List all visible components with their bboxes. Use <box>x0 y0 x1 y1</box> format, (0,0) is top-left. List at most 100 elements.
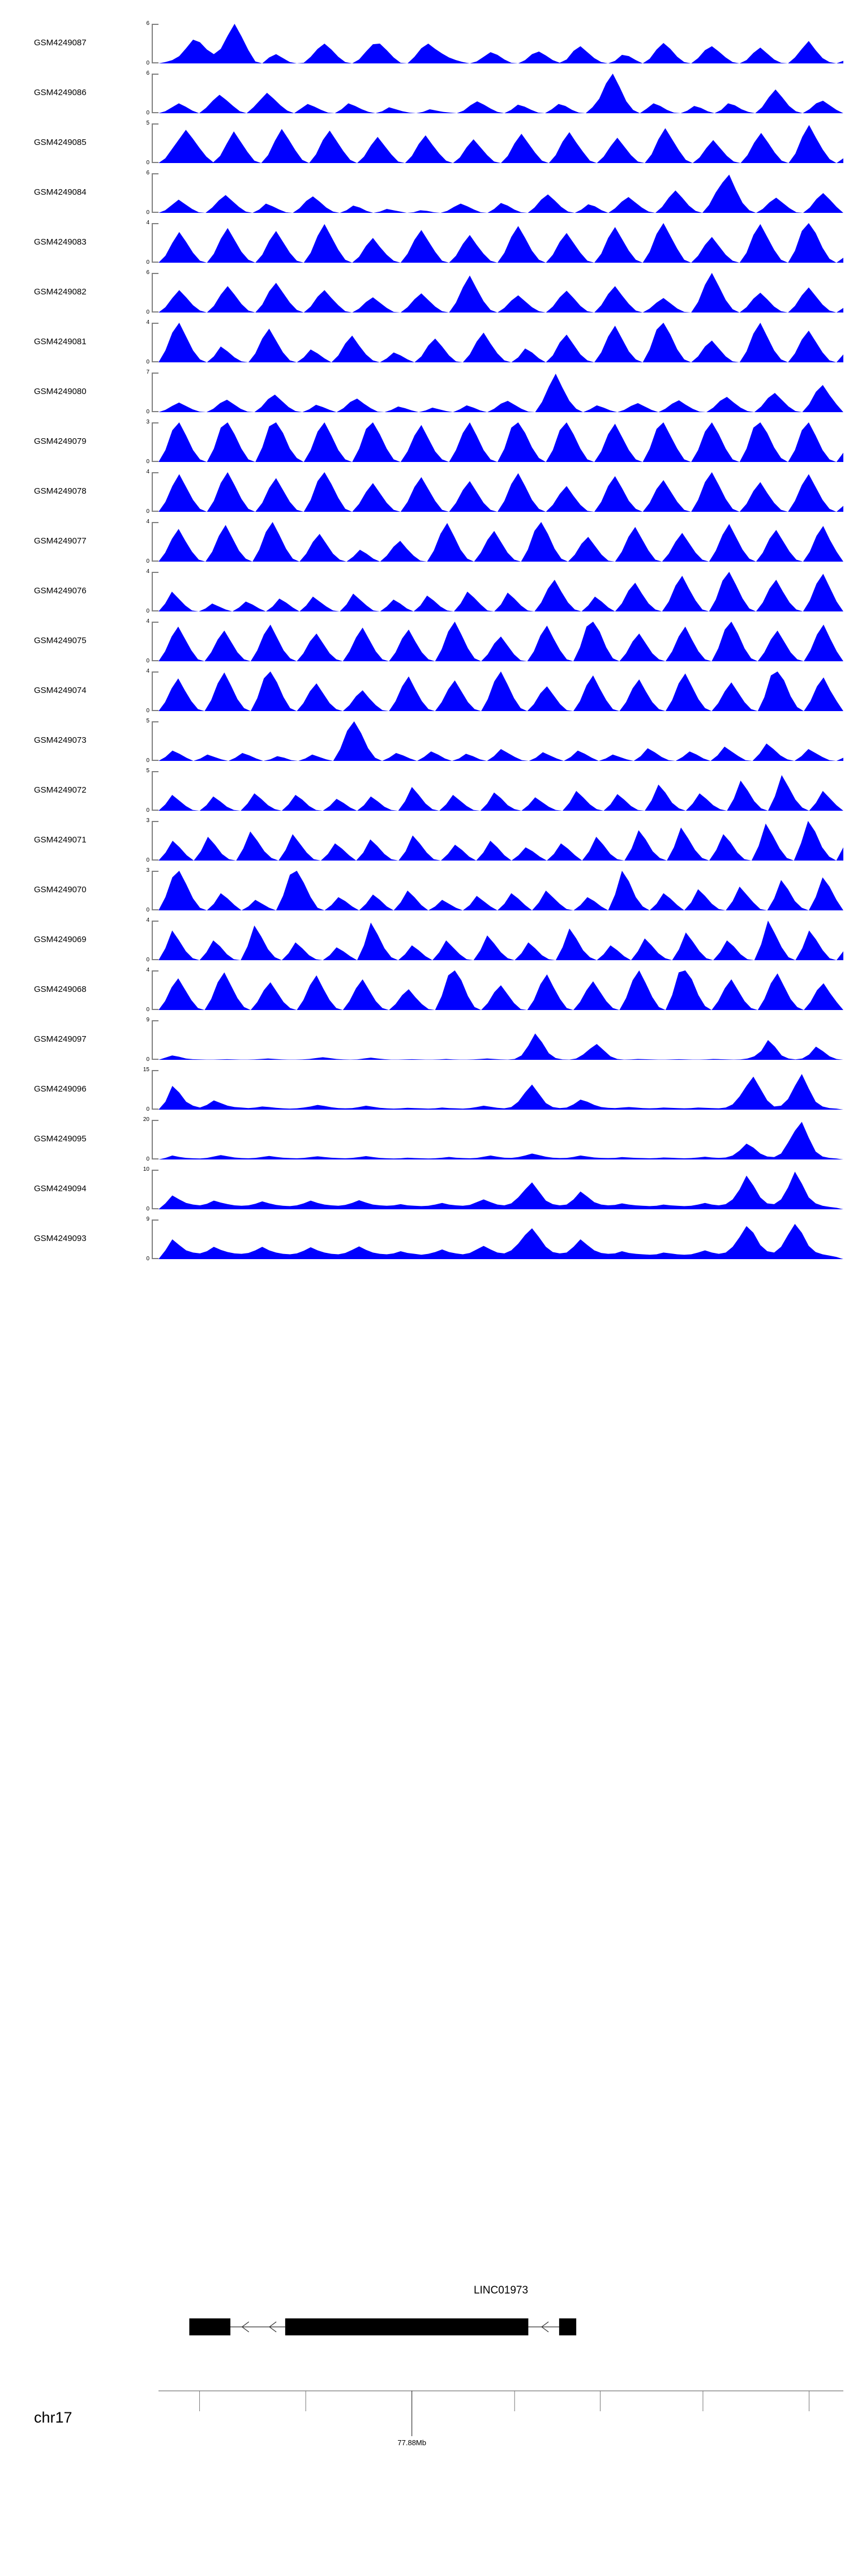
y-axis-min-label: 0 <box>146 957 149 963</box>
y-axis-min-label: 0 <box>146 309 149 315</box>
y-axis-spine <box>152 123 153 163</box>
track-sample-label: GSM4249085 <box>34 138 87 147</box>
y-axis-tick-min <box>152 859 158 861</box>
y-axis-spine <box>152 373 153 412</box>
y-axis-tick-min <box>152 311 158 313</box>
y-axis-min-label: 0 <box>146 110 149 116</box>
y-axis-tick-max <box>152 74 158 75</box>
y-axis-tick-max <box>152 1170 158 1171</box>
strand-arrow-icon <box>269 2322 276 2332</box>
track-sample-label: GSM4249068 <box>34 985 87 994</box>
y-axis-tick-max <box>152 1020 158 1021</box>
track-sample-label: GSM4249075 <box>34 636 87 645</box>
track-sample-label: GSM4249083 <box>34 237 87 247</box>
y-axis-min-label: 0 <box>146 1106 149 1112</box>
y-axis-tick-max <box>152 721 158 722</box>
y-axis-max-label: 4 <box>146 568 149 575</box>
coverage-plot <box>158 223 843 263</box>
coverage-area <box>158 871 843 910</box>
y-axis-spine <box>152 671 153 711</box>
track-sample-label: GSM4249077 <box>34 536 87 546</box>
y-axis-tick-max <box>152 572 158 573</box>
coverage-plot <box>158 1120 843 1159</box>
coverage-area <box>158 422 843 462</box>
y-axis-spine <box>152 1219 153 1259</box>
y-axis-tick-max <box>152 173 158 174</box>
coverage-plot <box>158 970 843 1010</box>
y-axis-max-label: 6 <box>146 70 149 76</box>
track-sample-label: GSM4249080 <box>34 387 87 396</box>
coverage-plot <box>158 373 843 412</box>
coverage-track: GSM4249069 4 0 <box>0 917 849 963</box>
coverage-plot <box>158 671 843 711</box>
y-axis-tick-min <box>152 162 158 163</box>
exon-block[interactable] <box>189 2318 231 2335</box>
y-axis-tick-min <box>152 461 158 462</box>
coverage-track: GSM4249081 4 0 <box>0 320 849 365</box>
y-axis-spine <box>152 74 153 113</box>
coverage-area <box>158 1074 843 1110</box>
track-sample-label: GSM4249097 <box>34 1034 87 1044</box>
track-sample-label: GSM4249078 <box>34 486 87 496</box>
track-sample-label: GSM4249069 <box>34 935 87 944</box>
y-axis-spine <box>152 721 153 761</box>
coverage-track: GSM4249084 6 0 <box>0 170 849 216</box>
y-axis-spine <box>152 522 153 562</box>
coverage-plot <box>158 871 843 910</box>
coverage-area <box>158 970 843 1010</box>
y-axis-max-label: 6 <box>146 269 149 276</box>
gene-model[interactable] <box>158 2313 843 2341</box>
gene-annotation-track: LINC01973 <box>0 2284 849 2347</box>
coverage-area <box>158 174 843 213</box>
y-axis-min-label: 0 <box>146 209 149 216</box>
coverage-plot <box>158 522 843 562</box>
y-axis-spine <box>152 472 153 512</box>
y-axis-tick-min <box>152 1059 158 1060</box>
coverage-area <box>158 273 843 313</box>
coverage-track: GSM4249075 4 0 <box>0 618 849 664</box>
y-axis-tick-min <box>152 909 158 910</box>
track-sample-label: GSM4249087 <box>34 38 87 48</box>
y-axis-max-label: 4 <box>146 618 149 624</box>
track-sample-label: GSM4249071 <box>34 835 87 845</box>
exon-block[interactable] <box>285 2318 529 2335</box>
coverage-area <box>158 671 843 711</box>
y-axis-tick-min <box>152 610 158 611</box>
exon-block[interactable] <box>559 2318 577 2335</box>
y-axis-tick-min <box>152 262 158 263</box>
track-sample-label: GSM4249086 <box>34 88 87 97</box>
y-axis-max-label: 4 <box>146 319 149 326</box>
y-axis-tick-min <box>152 1208 158 1209</box>
track-sample-label: GSM4249096 <box>34 1084 87 1094</box>
coverage-plot <box>158 24 843 63</box>
coverage-plot <box>158 74 843 113</box>
y-axis-spine <box>152 572 153 611</box>
y-axis-max-label: 3 <box>146 867 149 874</box>
y-axis-tick-max <box>152 970 158 972</box>
track-sample-label: GSM4249076 <box>34 586 87 596</box>
chromosome-axis-track: chr17 77.88Mb <box>0 2386 849 2500</box>
coverage-plot <box>158 273 843 313</box>
y-axis-max-label: 4 <box>146 917 149 923</box>
coverage-area <box>158 572 843 611</box>
strand-arrow-icon <box>542 2322 548 2332</box>
coverage-track: GSM4249078 4 0 <box>0 469 849 515</box>
y-axis-spine <box>152 1070 153 1110</box>
y-axis-tick-max <box>152 223 158 224</box>
y-axis-min-label: 0 <box>146 160 149 166</box>
y-axis-tick-min <box>152 760 158 761</box>
coverage-track: GSM4249076 4 0 <box>0 569 849 614</box>
track-sample-label: GSM4249074 <box>34 686 87 695</box>
coverage-track: GSM4249070 3 0 <box>0 867 849 913</box>
y-axis-max-label: 7 <box>146 369 149 375</box>
coverage-plot <box>158 422 843 462</box>
y-axis-min-label: 0 <box>146 857 149 863</box>
y-axis-max-label: 4 <box>146 967 149 973</box>
y-axis-max-label: 4 <box>146 519 149 525</box>
